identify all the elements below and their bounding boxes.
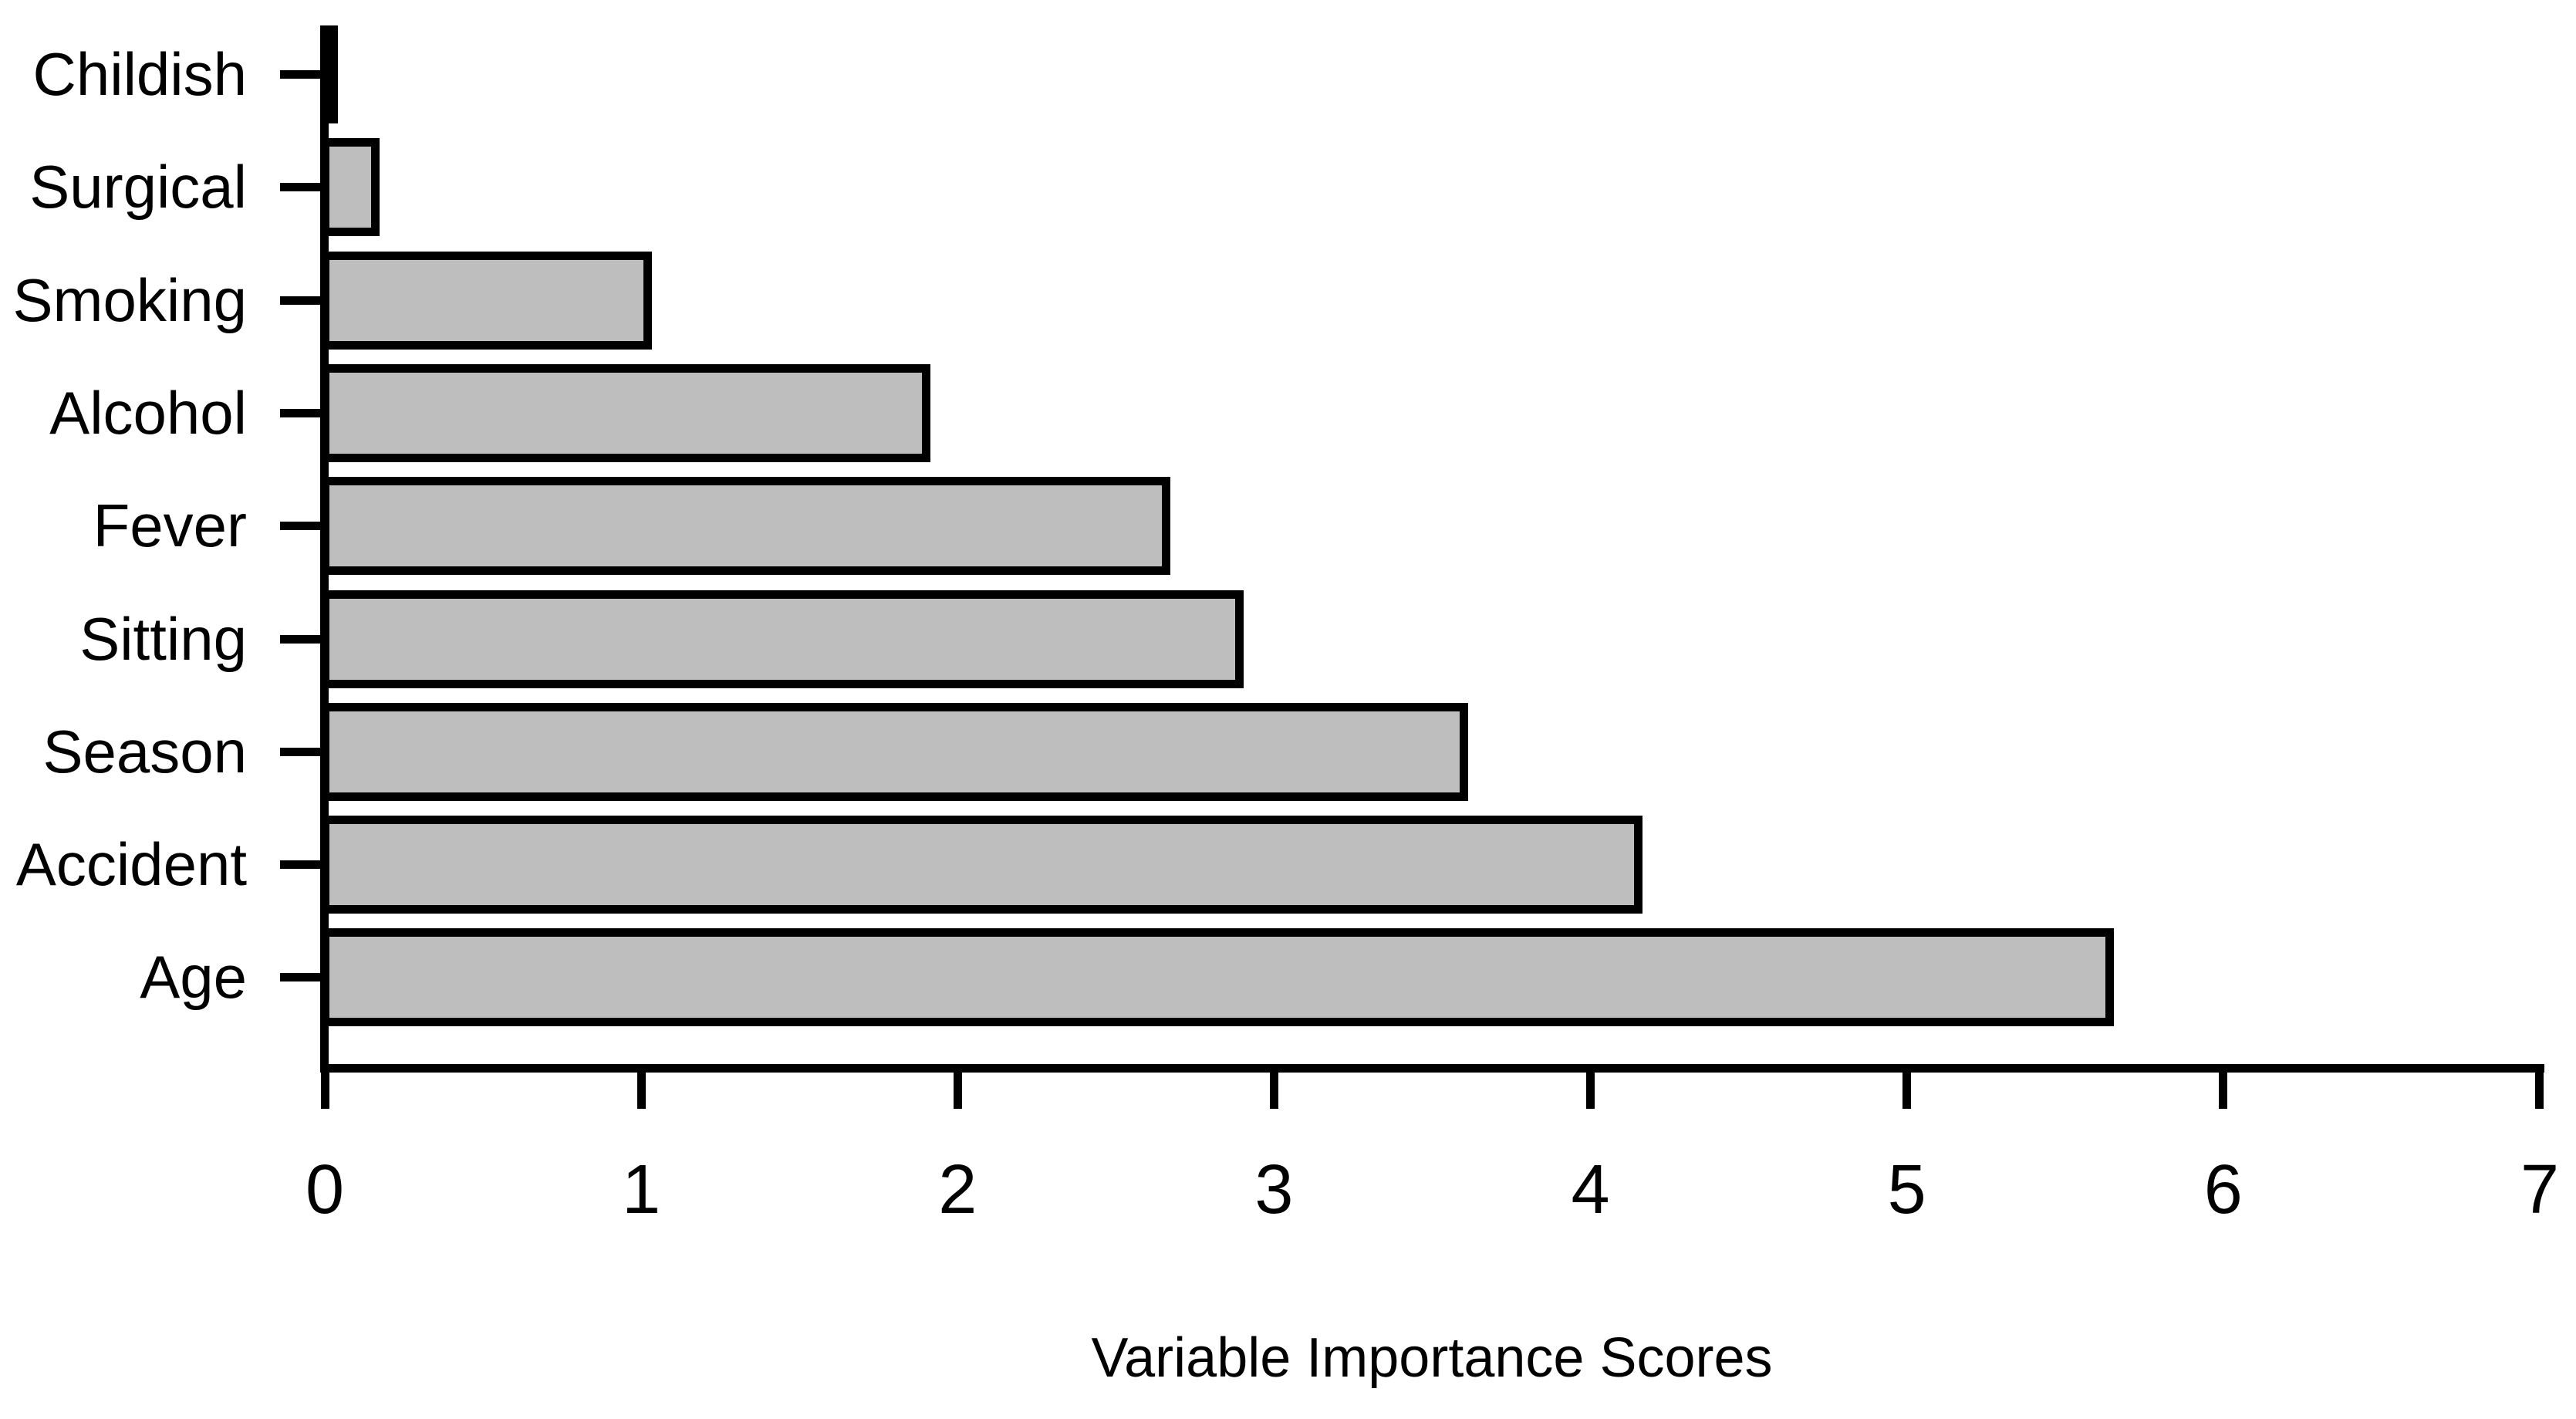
x-tick-4 xyxy=(1586,1068,1595,1109)
y-tick-accident xyxy=(280,860,322,870)
bar-sitting xyxy=(320,590,1244,688)
x-tick-label-0: 0 xyxy=(305,1151,345,1228)
x-tick-label-7: 7 xyxy=(2520,1151,2559,1228)
bar-alcohol xyxy=(320,363,930,462)
bar-fever xyxy=(320,477,1171,576)
category-label-fever: Fever xyxy=(93,492,247,560)
x-axis-title: Variable Importance Scores xyxy=(1091,1327,1773,1389)
bar-accident xyxy=(320,816,1642,914)
y-tick-season xyxy=(280,747,322,756)
category-label-season: Season xyxy=(42,717,247,786)
bar-surgical xyxy=(320,138,380,237)
category-label-surgical: Surgical xyxy=(29,153,247,221)
bar-smoking xyxy=(320,251,652,350)
y-tick-alcohol xyxy=(280,408,322,417)
y-tick-age xyxy=(280,973,322,982)
x-tick-5 xyxy=(1902,1068,1912,1109)
x-tick-6 xyxy=(2219,1068,2228,1109)
bar-season xyxy=(320,702,1468,801)
category-label-alcohol: Alcohol xyxy=(49,378,247,447)
x-tick-label-2: 2 xyxy=(938,1151,977,1228)
category-label-smoking: Smoking xyxy=(12,265,247,334)
category-label-accident: Accident xyxy=(15,830,247,899)
x-tick-3 xyxy=(1269,1068,1278,1109)
x-tick-label-4: 4 xyxy=(1571,1151,1610,1228)
x-tick-1 xyxy=(636,1068,646,1109)
x-tick-label-3: 3 xyxy=(1254,1151,1294,1228)
y-tick-sitting xyxy=(280,634,322,644)
y-tick-fever xyxy=(280,522,322,531)
category-label-childish: Childish xyxy=(32,40,247,108)
x-tick-label-1: 1 xyxy=(622,1151,661,1228)
bar-childish xyxy=(320,25,338,123)
bar-age xyxy=(320,928,2114,1027)
x-tick-0 xyxy=(320,1068,329,1109)
x-tick-7 xyxy=(2535,1068,2544,1109)
x-axis-line xyxy=(320,1064,2544,1073)
y-tick-smoking xyxy=(280,296,322,305)
x-tick-label-6: 6 xyxy=(2203,1151,2243,1228)
x-tick-2 xyxy=(953,1068,962,1109)
category-label-sitting: Sitting xyxy=(79,604,247,673)
category-label-age: Age xyxy=(140,943,247,1012)
x-tick-label-5: 5 xyxy=(1887,1151,1926,1228)
y-tick-childish xyxy=(280,70,322,79)
y-tick-surgical xyxy=(280,183,322,192)
